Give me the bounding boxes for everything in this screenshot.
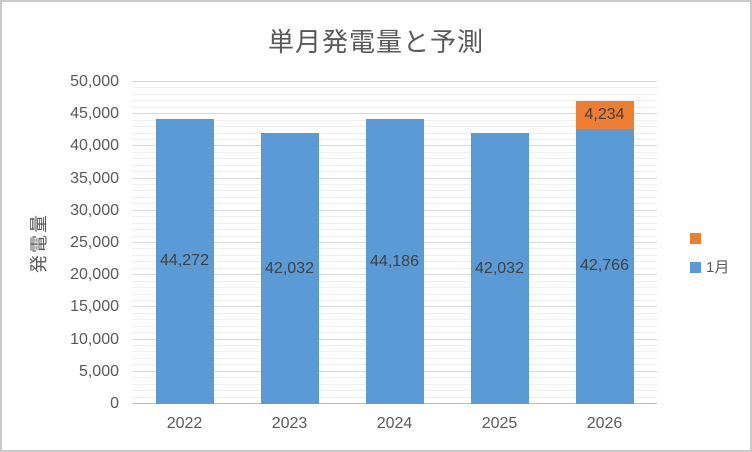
x-axis-label: 2024 [376, 415, 413, 432]
bar-segment [575, 101, 634, 129]
y-axis-tick-label: 45,000 [70, 105, 119, 123]
data-label: 44,186 [370, 252, 419, 270]
plot-area: 44,272 42,032 44,186 42,032 42,766 4,234 [132, 81, 657, 404]
data-label: 42,766 [580, 257, 629, 275]
bar-segment [470, 133, 529, 404]
bar-segment [575, 128, 634, 404]
legend-item-label: 1月 [706, 258, 730, 276]
y-axis-tick-label: 35,000 [70, 169, 119, 187]
y-axis-tick-label: 30,000 [70, 201, 119, 219]
y-axis-ticks: 0 5,000 10,000 15,000 20,000 25,000 30,000 35,0… [2, 74, 119, 412]
legend-swatch-icon [690, 232, 701, 244]
y-axis-tick-label: 25,000 [70, 234, 119, 251]
legend-item [690, 232, 729, 244]
x-axis-label: 2023 [271, 415, 308, 432]
bar-segment [155, 118, 214, 404]
bar-segment [260, 133, 319, 404]
chart-title: 単月発電量と予測 [267, 27, 484, 57]
minor-gridline [132, 106, 657, 108]
legend: 1月 [690, 232, 730, 276]
y-axis-tick-label: 50,000 [70, 73, 119, 90]
y-axis-tick-label: 15,000 [70, 298, 119, 316]
minor-gridline [132, 93, 657, 95]
x-axis-label: 2026 [586, 415, 623, 432]
bar-segment [365, 119, 424, 404]
data-label: 42,032 [475, 259, 524, 277]
y-axis-tick-label: 10,000 [70, 330, 119, 348]
y-axis-tick-label: 5,000 [78, 362, 119, 380]
y-axis-tick-label: 0 [110, 395, 119, 412]
minor-gridline [132, 100, 657, 102]
y-axis-tick-label: 40,000 [70, 137, 119, 155]
x-axis-labels: 2022 2023 2024 2025 2026 [132, 414, 657, 436]
y-axis-tick-label: 20,000 [70, 266, 119, 284]
major-gridline [132, 113, 657, 115]
data-label: 4,234 [584, 105, 625, 123]
minor-gridline [132, 87, 657, 89]
major-gridline [132, 81, 657, 82]
legend-item: 1月 [690, 258, 730, 276]
data-label: 42,032 [265, 259, 314, 277]
x-axis-label: 2025 [481, 415, 518, 432]
legend-swatch-icon [690, 261, 701, 273]
x-axis-label: 2022 [166, 415, 203, 432]
data-label: 44,272 [160, 252, 209, 270]
